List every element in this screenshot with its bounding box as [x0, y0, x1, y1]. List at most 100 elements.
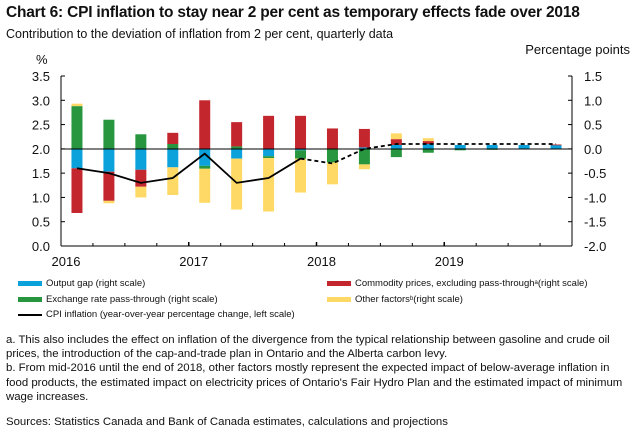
- legend-item-other: Other factors b (right scale): [327, 294, 463, 305]
- cpi-line-actual: [76, 152, 301, 184]
- footnote-b: b. From mid-2016 until the end of 2018, …: [6, 362, 623, 403]
- right-tick-label: 0.0: [584, 142, 602, 157]
- bar-exchange-rate: [326, 148, 338, 163]
- bar-commodity: [167, 132, 179, 144]
- legend-swatch-commodity: [327, 281, 351, 286]
- bar-commodity: [422, 141, 434, 144]
- footnotes: a. This also includes the effect on infl…: [6, 333, 626, 404]
- bar-other: [263, 158, 275, 212]
- legend-swatch-output-gap: [18, 281, 42, 286]
- left-tick-label: 0.0: [32, 239, 50, 254]
- bar-commodity: [103, 171, 115, 201]
- bar-output-gap: [358, 147, 370, 149]
- bar-other: [135, 186, 147, 198]
- x-axis-ticks: 2016 2017 2018 2019: [52, 242, 541, 269]
- left-tick-label: 3.5: [32, 69, 50, 84]
- legend-swatch-cpi: [18, 313, 42, 316]
- legend-label-output-gap: Output gap (right scale): [46, 278, 146, 289]
- left-tick-label: 2.0: [32, 142, 50, 157]
- bar-output-gap: [231, 148, 243, 159]
- cpi-line-series: [76, 143, 557, 184]
- bar-other: [167, 167, 179, 195]
- bar-exchange-rate: [358, 148, 370, 165]
- bar-exchange-rate: [71, 106, 83, 149]
- bar-commodity: [295, 115, 307, 149]
- bar-commodity: [71, 168, 83, 213]
- bar-output-gap: [390, 144, 402, 149]
- bar-other: [295, 158, 307, 193]
- chart-title: Chart 6: CPI inflation to stay near 2 pe…: [6, 4, 580, 21]
- left-axis-ticks: 3.5 3.0 2.5 2.0 1.5 1.0 0.5 0.0: [32, 69, 65, 254]
- bar-output-gap: [422, 144, 434, 149]
- bar-output-gap: [295, 148, 307, 151]
- legend-label-commodity: Commodity prices, excluding pass-through: [355, 278, 535, 289]
- bar-other: [422, 138, 434, 142]
- x-tick-label: 2016: [52, 254, 81, 269]
- bar-exchange-rate: [167, 144, 179, 149]
- bar-exchange-rate: [199, 165, 211, 169]
- right-tick-label: 0.5: [584, 118, 602, 133]
- legend-item-cpi: CPI inflation (year-over-year percentage…: [18, 309, 295, 320]
- chart-subtitle: Contribution to the deviation of inflati…: [6, 27, 394, 41]
- bar-output-gap: [486, 144, 498, 149]
- bar-exchange-rate: [103, 119, 115, 149]
- bar-other: [326, 162, 338, 185]
- bar-commodity: [199, 100, 211, 149]
- bar-output-gap: [263, 148, 275, 157]
- right-axis-label: Percentage points: [525, 42, 630, 57]
- legend-swatch-exchange-rate: [18, 297, 42, 302]
- bar-other: [199, 168, 211, 203]
- bar-commodity: [231, 122, 243, 147]
- bar-commodity: [358, 128, 370, 148]
- legend-label-commodity-tail: (right scale): [537, 278, 588, 289]
- bar-exchange-rate: [231, 146, 243, 149]
- cpi-line-projection: [300, 143, 557, 165]
- bar-output-gap: [135, 148, 147, 170]
- bar-exchange-rate: [135, 134, 147, 149]
- right-tick-label: 1.0: [584, 93, 602, 108]
- bar-output-gap: [518, 144, 530, 149]
- left-tick-label: 0.5: [32, 215, 50, 230]
- bar-output-gap: [454, 144, 466, 149]
- left-axis-label: %: [36, 52, 48, 67]
- legend-footnote-a: a: [534, 279, 538, 286]
- left-tick-label: 3.0: [32, 93, 50, 108]
- legend-item-commodity: Commodity prices, excluding pass-through…: [327, 278, 588, 289]
- bar-exchange-rate: [390, 148, 402, 158]
- left-tick-label: 1.5: [32, 166, 50, 181]
- left-tick-label: 1.0: [32, 190, 50, 205]
- bar-other: [71, 103, 83, 107]
- chart-plot: % Percentage points 3.5 3.0 2.5 2.0 1.5 1.0 0.…: [32, 42, 631, 269]
- bar-other: [231, 158, 243, 210]
- bar-output-gap: [167, 148, 179, 168]
- sources-note: Sources: Statistics Canada and Bank of C…: [6, 416, 448, 428]
- legend-item-exchange-rate: Exchange rate pass-through (right scale): [18, 294, 218, 305]
- bar-exchange-rate: [295, 150, 307, 159]
- bar-series: [71, 100, 562, 213]
- bar-commodity: [263, 115, 275, 149]
- bar-output-gap: [71, 148, 83, 169]
- bar-output-gap: [550, 144, 562, 149]
- footnote-a: a. This also includes the effect on infl…: [6, 334, 610, 361]
- bar-commodity: [135, 169, 147, 187]
- bar-output-gap: [199, 148, 211, 166]
- right-tick-label: -1.0: [584, 190, 606, 205]
- bar-commodity: [390, 139, 402, 145]
- x-tick-label: 2019: [435, 254, 464, 269]
- legend-footnote-b: b: [409, 295, 414, 302]
- legend-swatch-other: [327, 297, 351, 302]
- bar-other: [103, 200, 115, 204]
- bar-exchange-rate: [263, 156, 275, 159]
- legend-item-output-gap: Output gap (right scale): [18, 278, 145, 289]
- left-tick-label: 2.5: [32, 118, 50, 133]
- legend-label-cpi: CPI inflation (year-over-year percentage…: [46, 309, 295, 320]
- bar-exchange-rate: [454, 148, 466, 151]
- bar-other: [358, 164, 370, 170]
- right-axis-ticks: 1.5 1.0 0.5 0.0 -0.5 -1.0 -1.5 -2.0: [568, 69, 606, 254]
- x-tick-label: 2017: [179, 254, 208, 269]
- legend-label-exchange-rate: Exchange rate pass-through (right scale): [46, 294, 218, 305]
- legend-label-other-tail: (right scale): [413, 294, 463, 305]
- bar-commodity: [326, 128, 338, 149]
- right-tick-label: -0.5: [584, 166, 606, 181]
- legend-label-other: Other factors: [355, 294, 410, 305]
